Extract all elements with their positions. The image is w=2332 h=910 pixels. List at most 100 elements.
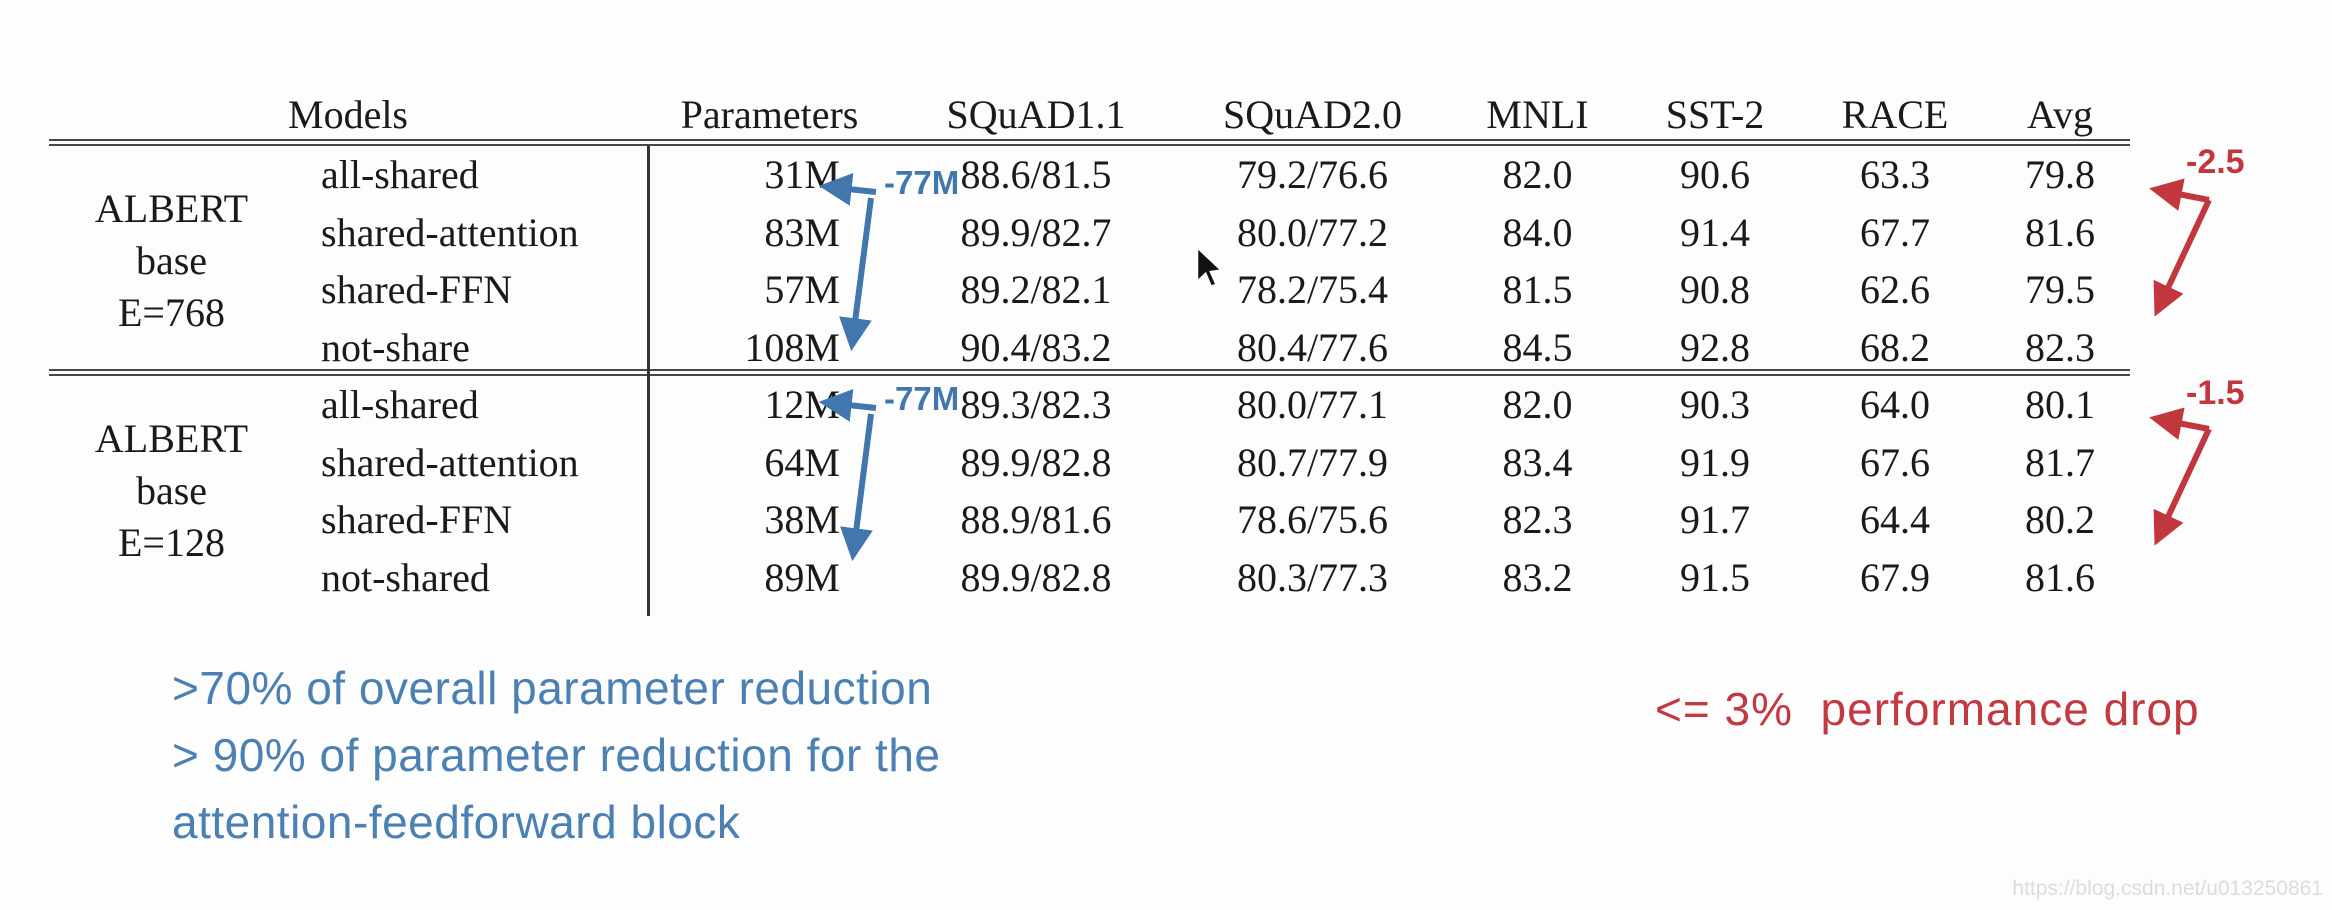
- cell-avg: 82.3: [2025, 324, 2095, 370]
- col-header-avg: Avg: [2027, 92, 2093, 137]
- table-row: not-share 108M 90.4/83.2 80.4/77.6 84.5 …: [294, 319, 2130, 377]
- cell-variant: all-shared: [321, 382, 479, 428]
- cell-mnli: 83.2: [1502, 554, 1573, 600]
- parameter-reduction-notes: >70% of overall parameter reduction > 90…: [172, 655, 941, 856]
- perf-drop-label-e128: -1.5: [2186, 374, 2245, 412]
- cell-avg: 80.1: [2025, 382, 2095, 428]
- perf-drop-label-e768: -2.5: [2186, 143, 2245, 181]
- cell-parameters: 83M: [764, 209, 840, 255]
- cell-avg: 81.6: [2025, 209, 2095, 255]
- cell-parameters: 57M: [764, 267, 840, 313]
- group-label-e768: ALBERT base E=768: [49, 146, 294, 376]
- cell-race: 67.6: [1860, 439, 1930, 485]
- cell-parameters: 108M: [744, 324, 840, 370]
- cell-squad11: 89.2/82.1: [960, 267, 1112, 313]
- table-row: all-shared 12M 89.3/82.3 80.0/77.1 82.0 …: [294, 376, 2130, 434]
- table-row: all-shared 31M 88.6/81.5 79.2/76.6 82.0 …: [294, 146, 2130, 204]
- cell-avg: 79.5: [2025, 267, 2095, 313]
- cell-sst2: 92.8: [1680, 324, 1750, 370]
- cell-variant: shared-FFN: [321, 497, 513, 543]
- models-column-separator: [647, 146, 650, 616]
- col-header-sst2: SST-2: [1665, 92, 1765, 137]
- cell-sst2: 91.5: [1680, 554, 1750, 600]
- cell-squad20: 78.6/75.6: [1236, 497, 1389, 543]
- cell-squad11: 88.9/81.6: [960, 497, 1112, 543]
- cell-parameters: 12M: [764, 382, 840, 428]
- cell-parameters: 38M: [764, 497, 840, 543]
- cell-mnli: 81.5: [1502, 267, 1573, 313]
- cell-sst2: 90.8: [1680, 267, 1750, 313]
- cell-mnli: 84.0: [1502, 209, 1573, 255]
- cell-avg: 81.6: [2025, 554, 2095, 600]
- cell-squad20: 80.7/77.9: [1236, 439, 1389, 485]
- table-block-e768: ALBERT base E=768 all-shared 31M 88.6/81…: [49, 146, 2130, 376]
- col-header-squad11: SQuAD1.1: [946, 92, 1126, 137]
- cell-squad11: 88.6/81.5: [960, 152, 1112, 198]
- cell-squad20: 80.0/77.1: [1236, 382, 1389, 428]
- cell-variant: all-shared: [321, 152, 479, 198]
- group-line: E=128: [118, 520, 225, 565]
- group-line: ALBERT: [94, 186, 249, 231]
- block-divider-rule: [49, 369, 2130, 376]
- cell-mnli: 82.0: [1502, 152, 1573, 198]
- cell-sst2: 91.9: [1680, 439, 1750, 485]
- cell-sst2: 91.7: [1680, 497, 1750, 543]
- cell-race: 64.0: [1860, 382, 1930, 428]
- table-header-row: Models Parameters SQuAD1.1 SQuAD2.0 MNLI…: [49, 48, 2130, 146]
- perf-drop-arrow-e768: [2149, 178, 2212, 317]
- cell-race: 68.2: [1860, 324, 1930, 370]
- table-row: shared-attention 64M 89.9/82.8 80.7/77.9…: [294, 434, 2130, 492]
- col-header-models: Models: [288, 92, 408, 137]
- note-line: attention-feedforward block: [172, 796, 741, 848]
- note-line: > 90% of parameter reduction for the: [172, 729, 941, 781]
- col-header-race: RACE: [1841, 92, 1949, 137]
- cell-squad11: 89.9/82.7: [960, 209, 1112, 255]
- cell-avg: 80.2: [2025, 497, 2095, 543]
- table-row: shared-FFN 38M 88.9/81.6 78.6/75.6 82.3 …: [294, 491, 2130, 549]
- cell-squad11: 89.9/82.8: [960, 554, 1112, 600]
- cell-variant: not-share: [321, 324, 470, 370]
- cell-squad20: 80.0/77.2: [1236, 209, 1389, 255]
- cell-race: 63.3: [1860, 152, 1930, 198]
- group-line: ALBERT: [94, 416, 249, 461]
- block-rows: all-shared 12M 89.3/82.3 80.0/77.1 82.0 …: [294, 376, 2130, 606]
- header-rule: [49, 139, 2130, 146]
- cell-squad11: 89.9/82.8: [960, 439, 1112, 485]
- cell-race: 67.9: [1860, 554, 1930, 600]
- cell-variant: shared-FFN: [321, 267, 513, 313]
- cell-squad20: 79.2/76.6: [1236, 152, 1389, 198]
- cell-mnli: 82.0: [1502, 382, 1573, 428]
- cell-parameters: 31M: [764, 152, 840, 198]
- cell-race: 64.4: [1860, 497, 1930, 543]
- param-drop-label-e768: -77M: [884, 164, 960, 201]
- group-line: base: [135, 468, 208, 513]
- perf-drop-arrow-e128: [2149, 407, 2212, 546]
- cell-squad20: 80.3/77.3: [1236, 554, 1389, 600]
- cell-mnli: 82.3: [1502, 497, 1573, 543]
- csdn-watermark: https://blog.csdn.net/u013250861: [2012, 877, 2323, 900]
- param-drop-label-e128: -77M: [884, 380, 960, 417]
- cell-sst2: 90.3: [1680, 382, 1750, 428]
- cell-avg: 81.7: [2025, 439, 2095, 485]
- cell-squad20: 80.4/77.6: [1236, 324, 1389, 370]
- table-row: shared-FFN 57M 89.2/82.1 78.2/75.4 81.5 …: [294, 261, 2130, 319]
- cell-parameters: 89M: [764, 554, 840, 600]
- cell-variant: shared-attention: [321, 209, 579, 255]
- group-line: base: [135, 238, 208, 283]
- cell-parameters: 64M: [764, 439, 840, 485]
- cell-race: 67.7: [1860, 209, 1930, 255]
- table-block-e128: ALBERT base E=128 all-shared 12M 89.3/82…: [49, 376, 2130, 606]
- cell-squad11: 90.4/83.2: [960, 324, 1112, 370]
- block-rows: all-shared 31M 88.6/81.5 79.2/76.6 82.0 …: [294, 146, 2130, 376]
- cell-sst2: 91.4: [1680, 209, 1750, 255]
- col-header-parameters: Parameters: [680, 92, 859, 137]
- note-line: >70% of overall parameter reduction: [172, 662, 933, 714]
- cell-sst2: 90.6: [1680, 152, 1750, 198]
- cell-avg: 79.8: [2025, 152, 2095, 198]
- group-label-e128: ALBERT base E=128: [49, 376, 294, 606]
- cell-mnli: 83.4: [1502, 439, 1573, 485]
- cell-variant: not-shared: [321, 554, 490, 600]
- table-row: not-shared 89M 89.9/82.8 80.3/77.3 83.2 …: [294, 549, 2130, 607]
- group-line: E=768: [118, 290, 225, 335]
